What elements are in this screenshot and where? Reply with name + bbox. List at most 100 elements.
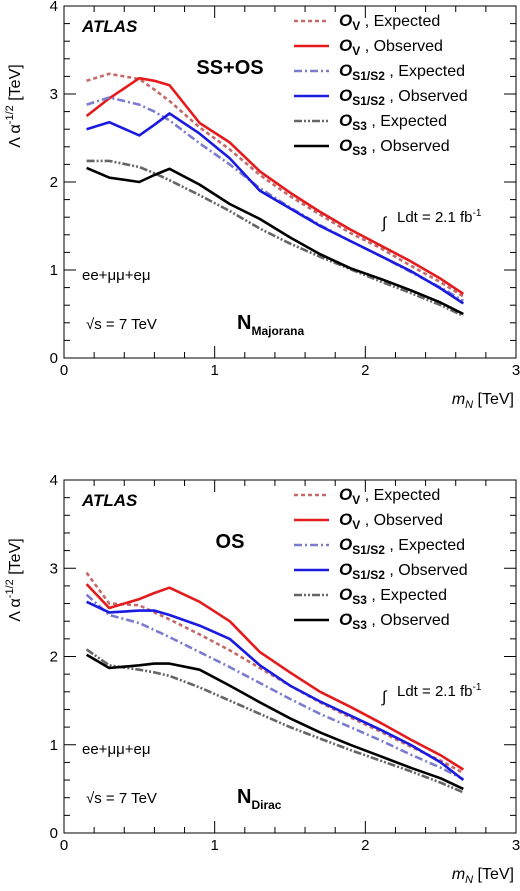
legend-entry-label: , Expected [360, 13, 440, 30]
y-axis-label-unit: [TeV] [7, 538, 24, 579]
x-tick-label: 3 [512, 837, 520, 854]
neutrino-label: NMajorana [237, 312, 304, 338]
legend-operator: O [339, 560, 352, 579]
legend-operator-subscript: S1/S2 [352, 94, 385, 108]
y-tick-label: 2 [50, 649, 58, 666]
legend-operator-subscript: S1/S2 [352, 543, 385, 557]
x-tick-label: 2 [361, 837, 369, 854]
legend-entry-ov_observed: OV , Observed [339, 36, 443, 58]
y-axis-label: Λ α-1/2 [TeV] [4, 64, 24, 147]
x-axis-label-unit: [TeV] [473, 391, 514, 408]
legend-operator: O [339, 535, 352, 554]
integral-symbol: ∫ [381, 215, 388, 232]
legend-entry-label: , Expected [385, 537, 465, 554]
x-axis-label-symbol: m [452, 391, 465, 408]
neutrino-subscript: Majorana [251, 324, 304, 338]
energy-label: √s = 7 TeV [86, 316, 157, 333]
x-axis-label: mN [TeV] [452, 391, 514, 411]
legend-entry-label: , Expected [385, 63, 465, 80]
y-axis-label-unit: [TeV] [7, 64, 24, 105]
y-axis-label-superscript: -1/2 [4, 579, 16, 598]
legend-operator-subscript: V [352, 19, 360, 33]
luminosity-superscript: -1 [472, 682, 481, 693]
x-tick-label: 1 [210, 837, 218, 854]
legend-entry-label: , Observed [360, 512, 443, 529]
luminosity-label: Ldt = 2.1 fb-1 [397, 208, 482, 226]
neutrino-symbol: N [237, 786, 251, 808]
neutrino-label: NDirac [237, 786, 282, 812]
luminosity-text: Ldt = 2.1 fb [397, 209, 472, 226]
series-line-os3_observed [86, 166, 464, 316]
legend-entry-label: , Expected [360, 487, 440, 504]
plot-frame [63, 479, 517, 834]
legend-entry-label: , Observed [385, 88, 468, 105]
series-line-os3_observed [85, 653, 464, 791]
x-tick-label: 0 [60, 362, 68, 379]
series-line-os12_observed [86, 112, 465, 305]
y-axis-label-group: Λ α-1/2 [TeV] [4, 538, 24, 621]
x-axis-label-subscript: N [465, 874, 473, 886]
legend-operator: O [339, 610, 352, 629]
y-tick-label: 0 [50, 825, 58, 842]
y-axis-label-superscript: -1/2 [4, 105, 16, 124]
legend-operator: O [339, 11, 352, 30]
y-axis-label-text: Λ α [7, 124, 24, 148]
luminosity-superscript: -1 [472, 208, 481, 219]
sqrt-s-symbol: √s [86, 790, 102, 807]
neutrino-symbol: N [237, 312, 251, 334]
series-line-ov_expected [86, 72, 464, 298]
legend-operator-subscript: S3 [352, 144, 367, 158]
y-tick-label: 4 [50, 472, 58, 489]
legend-operator-subscript: S1/S2 [352, 568, 385, 582]
x-axis-label-symbol: m [452, 866, 465, 883]
x-axis-label: mN [TeV] [452, 866, 514, 886]
legend-operator-subscript: V [352, 493, 360, 507]
legend-operator: O [339, 510, 352, 529]
legend-operator: O [339, 61, 352, 80]
y-tick-label: 1 [50, 262, 58, 279]
x-tick-label: 2 [361, 362, 369, 379]
series-line-os3_expected [85, 648, 464, 794]
legend-operator: O [339, 86, 352, 105]
legend-entry-ov_expected: OV , Expected [339, 11, 440, 33]
legend-operator-subscript: V [352, 44, 360, 58]
integral-symbol: ∫ [381, 689, 388, 706]
legend-entry-os3_expected: OS3 , Expected [339, 111, 447, 133]
energy-value: = 7 TeV [102, 790, 157, 807]
x-axis-label-subscript: N [465, 399, 473, 411]
series-line-os12_expected [86, 96, 464, 302]
neutrino-subscript: Dirac [251, 798, 281, 812]
y-tick-label: 3 [50, 86, 58, 103]
y-axis-label-text: Λ α [7, 598, 24, 622]
y-tick-label: 1 [50, 737, 58, 754]
legend-operator-subscript: S3 [352, 618, 367, 632]
series-line-ov_observed [85, 76, 465, 295]
legend-entry-ov_expected: OV , Expected [339, 485, 440, 507]
series-line-os3_expected [86, 159, 464, 317]
luminosity-label: Ldt = 2.1 fb-1 [397, 682, 482, 700]
legend-entry-ov_observed: OV , Observed [339, 510, 443, 532]
x-tick-label: 3 [512, 362, 520, 379]
y-tick-label: 3 [50, 560, 58, 577]
sqrt-s-symbol: √s [86, 316, 102, 333]
legend-operator-subscript: V [352, 518, 360, 532]
series-line-os12_observed [86, 600, 465, 782]
atlas-label: ATLAS [81, 17, 138, 36]
series-line-ov_observed [85, 583, 464, 771]
legend-operator: O [339, 111, 352, 130]
x-axis-label-unit: [TeV] [473, 866, 514, 883]
y-tick-label: 2 [50, 174, 58, 191]
x-tick-label: 0 [60, 837, 68, 854]
legend-entry-label: , Expected [367, 113, 447, 130]
legend-entry-os3_expected: OS3 , Expected [339, 585, 447, 607]
legend-operator: O [339, 485, 352, 504]
luminosity-text: Ldt = 2.1 fb [397, 683, 472, 700]
legend-entry-label: , Observed [367, 138, 450, 155]
legend-entry-label: , Observed [385, 562, 468, 579]
legend-entry-label: , Expected [367, 587, 447, 604]
legend-entry-os12_expected: OS1/S2 , Expected [339, 61, 465, 83]
channel-label: ee+μμ+eμ [82, 267, 150, 284]
